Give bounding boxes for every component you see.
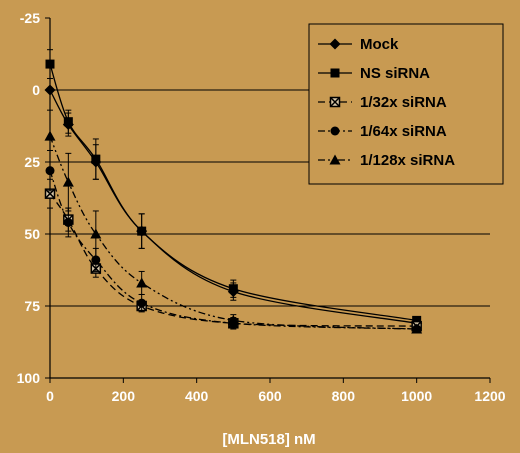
legend-marker-0 [329, 38, 341, 50]
data-point-4-3 [136, 277, 148, 288]
legend-item-4: 1/128x siRNA [318, 152, 455, 169]
data-point-1-4 [228, 284, 238, 294]
data-point-1-2 [91, 154, 101, 164]
y-tick-label-4: 75 [24, 298, 40, 314]
x-tick-label-6: 1200 [474, 388, 505, 404]
data-point-3-3 [137, 298, 147, 308]
data-point-3-0 [45, 166, 55, 176]
legend-label-1: NS siRNA [360, 65, 430, 82]
x-tick-label-0: 0 [46, 388, 54, 404]
data-point-4-1 [62, 176, 74, 187]
data-point-1-5 [412, 315, 422, 325]
legend-marker-4 [329, 154, 341, 165]
y-tick-label-5: 100 [17, 370, 41, 386]
y-tick-label-3: 50 [24, 226, 40, 242]
legend-box [308, 23, 504, 185]
legend-item-1: NS siRNA [318, 65, 430, 82]
data-point-0-0 [44, 84, 56, 96]
legend-marker-1 [330, 68, 340, 78]
legend-marker-3 [330, 126, 340, 136]
data-point-1-1 [63, 117, 73, 127]
series-group [44, 49, 423, 334]
data-point-4-0 [44, 130, 56, 141]
legend-item-0: Mock [318, 36, 399, 53]
data-point-4-4 [227, 314, 239, 325]
legend-label-3: 1/64x siRNA [360, 123, 447, 140]
legend: Mock NS siRNA 1/32x siRNA 1/64x siRNA 1/128x… [308, 23, 504, 185]
x-axis-title: [MLN518] nM [222, 431, 315, 448]
y-tick-label-0: -25 [20, 10, 40, 26]
data-point-3-1 [63, 217, 73, 227]
data-point-4-5 [411, 323, 423, 334]
x-tick-label-5: 1000 [401, 388, 432, 404]
data-point-1-0 [45, 59, 55, 69]
series-1 [45, 49, 422, 325]
legend-item-3: 1/64x siRNA [318, 123, 447, 140]
x-tick-label-4: 800 [332, 388, 356, 404]
x-tick-label-1: 200 [112, 388, 136, 404]
y-tick-label-2: 25 [24, 154, 40, 170]
legend-label-4: 1/128x siRNA [360, 152, 455, 169]
legend-label-2: 1/32x siRNA [360, 94, 447, 111]
data-point-3-2 [91, 255, 101, 265]
y-tick-label-1: 0 [32, 82, 40, 98]
series-4 [44, 109, 423, 334]
legend-marker-2 [329, 96, 341, 108]
data-point-4-2 [90, 228, 102, 239]
x-tick-label-2: 400 [185, 388, 209, 404]
legend-label-0: Mock [360, 36, 399, 53]
legend-item-2: 1/32x siRNA [318, 94, 447, 111]
x-tick-label-3: 600 [258, 388, 282, 404]
data-point-1-3 [137, 226, 147, 236]
